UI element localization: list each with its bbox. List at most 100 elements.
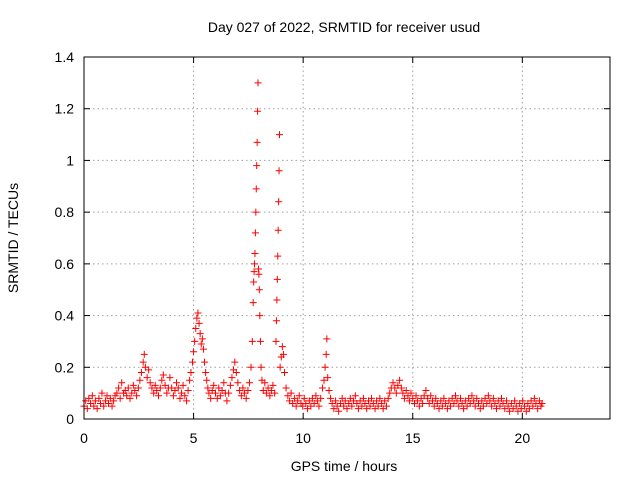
data-point xyxy=(318,384,326,392)
data-point xyxy=(341,397,349,405)
data-point xyxy=(538,399,546,407)
data-point xyxy=(530,394,538,402)
data-point xyxy=(115,384,123,392)
data-point xyxy=(254,79,262,87)
data-point xyxy=(271,389,279,397)
data-point xyxy=(140,350,148,358)
data-point xyxy=(179,381,187,389)
data-point xyxy=(139,358,147,366)
data-point xyxy=(419,399,427,407)
data-point xyxy=(335,407,343,415)
data-point xyxy=(83,405,91,413)
data-point xyxy=(506,407,514,415)
data-point xyxy=(275,198,283,206)
data-point xyxy=(315,402,323,410)
data-point xyxy=(381,397,389,405)
data-point xyxy=(279,350,287,358)
data-point xyxy=(118,379,126,387)
data-point xyxy=(196,330,204,338)
x-tick-label: 20 xyxy=(515,430,531,446)
data-point xyxy=(446,402,454,410)
data-point xyxy=(468,392,476,400)
data-point xyxy=(289,399,297,407)
data-point xyxy=(126,394,134,402)
data-point xyxy=(225,389,233,397)
data-point xyxy=(207,394,215,402)
y-tick-label: 1 xyxy=(66,152,74,168)
data-point xyxy=(397,384,405,392)
data-point xyxy=(457,394,465,402)
data-point xyxy=(176,394,184,402)
data-point xyxy=(193,314,201,322)
data-point xyxy=(532,399,540,407)
axis-layer: 0 0.2 0.4 0.6 0.8 1 1.2 1.4 0 5 10 15 20 xyxy=(55,49,610,446)
data-point xyxy=(384,394,392,402)
data-point xyxy=(190,348,198,356)
data-point xyxy=(386,389,394,397)
data-point xyxy=(131,387,139,395)
data-point xyxy=(308,394,316,402)
data-point xyxy=(292,402,300,410)
data-point xyxy=(255,286,263,294)
data-point xyxy=(245,379,253,387)
data-point xyxy=(525,405,533,413)
data-point xyxy=(204,384,212,392)
data-point xyxy=(143,374,151,382)
data-point xyxy=(492,405,500,413)
data-point xyxy=(116,394,124,402)
x-tick-label: 0 xyxy=(80,430,88,446)
data-point xyxy=(392,389,400,397)
data-point xyxy=(252,208,260,216)
data-point xyxy=(172,379,180,387)
data-point xyxy=(184,387,192,395)
data-point xyxy=(192,325,200,332)
y-axis-label: SRMTID / TECUs xyxy=(5,183,21,293)
data-point xyxy=(220,379,228,387)
data-point xyxy=(181,392,189,400)
data-point xyxy=(275,167,283,175)
data-point xyxy=(302,399,310,407)
data-point xyxy=(195,319,203,327)
data-point xyxy=(232,368,240,376)
data-point xyxy=(163,389,171,397)
y-tick-label: 0 xyxy=(66,411,74,427)
data-point xyxy=(382,402,390,410)
data-point xyxy=(479,402,487,410)
data-point xyxy=(199,345,207,353)
data-point xyxy=(158,376,166,384)
data-point xyxy=(253,138,261,146)
data-point xyxy=(402,387,410,395)
data-point xyxy=(432,394,440,402)
plot-frame xyxy=(83,56,611,420)
data-point xyxy=(250,268,258,276)
data-point xyxy=(348,402,356,410)
data-layer xyxy=(80,79,546,415)
data-point xyxy=(251,250,259,258)
x-tick-label: 5 xyxy=(190,430,198,446)
x-tick-label: 15 xyxy=(405,430,421,446)
data-point xyxy=(91,397,99,405)
data-point xyxy=(273,296,281,304)
data-point xyxy=(251,260,259,268)
data-point xyxy=(320,376,328,384)
data-point xyxy=(228,374,236,382)
data-point xyxy=(253,162,261,170)
data-point xyxy=(273,275,281,283)
data-point xyxy=(129,381,137,389)
data-point xyxy=(274,252,282,260)
data-point xyxy=(440,394,448,402)
data-point xyxy=(414,397,422,405)
data-point xyxy=(239,384,247,392)
data-point xyxy=(295,392,303,400)
data-point xyxy=(136,376,144,384)
data-point xyxy=(188,358,196,366)
data-point xyxy=(325,387,333,395)
data-point xyxy=(473,394,481,402)
data-point xyxy=(275,131,283,139)
data-point xyxy=(361,399,369,407)
data-point xyxy=(256,337,264,345)
x-axis-label: GPS time / hours xyxy=(291,458,398,474)
data-point xyxy=(159,371,167,379)
y-tick-label: 1.2 xyxy=(55,101,75,117)
